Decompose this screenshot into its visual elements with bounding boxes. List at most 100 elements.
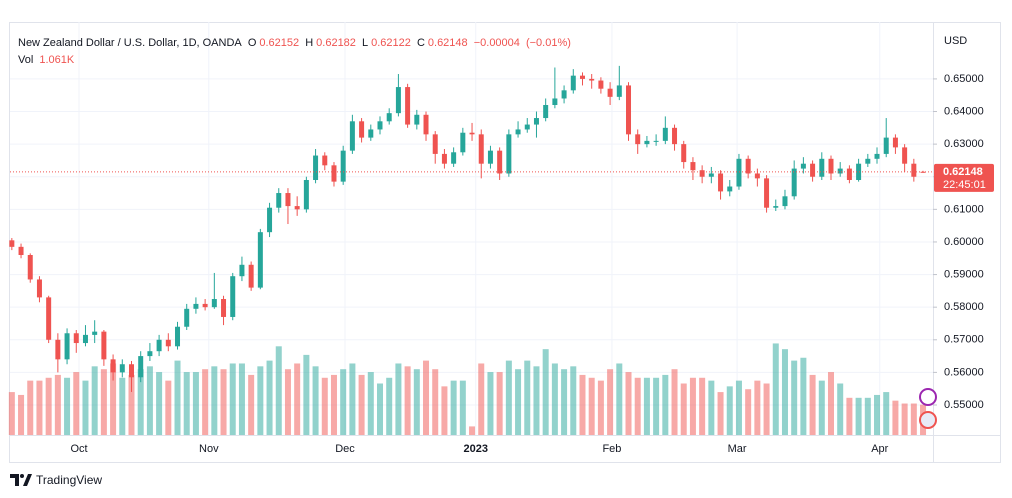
volume-bar bbox=[496, 372, 503, 435]
volume-bar bbox=[192, 372, 199, 435]
volume-bar bbox=[579, 374, 586, 435]
volume-bar bbox=[257, 366, 264, 435]
volume-bar bbox=[910, 403, 917, 435]
candle-body bbox=[552, 98, 558, 105]
price-tag bbox=[934, 163, 994, 192]
label: C bbox=[416, 37, 425, 49]
candle-body bbox=[524, 124, 530, 130]
volume-bar bbox=[220, 369, 227, 435]
candle-body bbox=[119, 364, 125, 373]
candle-body bbox=[681, 144, 687, 163]
volume-bar bbox=[156, 372, 163, 435]
candle-body bbox=[902, 147, 908, 164]
candle-body bbox=[414, 114, 420, 125]
legend-row: Vol 1.061K bbox=[18, 52, 574, 69]
volume-bar bbox=[809, 374, 816, 435]
volume-bar bbox=[64, 377, 71, 435]
label: H bbox=[305, 37, 314, 49]
candle-body bbox=[635, 134, 641, 145]
candle-body bbox=[184, 308, 190, 327]
x-tick-label: 2023 bbox=[463, 443, 487, 455]
candle-body bbox=[221, 299, 227, 317]
value: 0.62148 bbox=[427, 37, 468, 49]
candle-body bbox=[165, 339, 171, 347]
candle-body bbox=[736, 158, 742, 187]
candle-body bbox=[276, 193, 282, 208]
volume-bar bbox=[515, 369, 522, 435]
volume-bar bbox=[18, 394, 25, 435]
candle-body bbox=[18, 246, 24, 255]
volume-bar bbox=[901, 403, 908, 435]
candle-body bbox=[690, 162, 696, 171]
volume-bar bbox=[781, 349, 788, 435]
volume-bar bbox=[73, 372, 80, 435]
volume-bar bbox=[763, 383, 770, 435]
candle-body bbox=[579, 75, 585, 79]
volume-bar bbox=[128, 374, 135, 435]
candle-body bbox=[267, 207, 273, 233]
candle-body bbox=[377, 121, 383, 130]
candle-body bbox=[368, 129, 374, 138]
candle-body bbox=[598, 80, 604, 89]
volume-bar bbox=[855, 397, 862, 435]
volume-bar bbox=[634, 377, 641, 435]
volume-bar bbox=[413, 369, 420, 435]
candle-body bbox=[662, 127, 668, 141]
volume-bar bbox=[570, 366, 577, 435]
volume-bar bbox=[165, 380, 172, 435]
candle-body bbox=[874, 153, 880, 159]
label: O bbox=[247, 37, 257, 49]
candle-body bbox=[533, 118, 539, 125]
candle-body bbox=[27, 255, 33, 280]
candle-body bbox=[570, 75, 576, 91]
legend-row: New Zealand Dollar / U.S. Dollar, 1D, OA… bbox=[18, 35, 574, 52]
candle-body bbox=[718, 173, 724, 192]
currency: USD bbox=[944, 35, 967, 47]
candle-body bbox=[800, 163, 806, 169]
volume-bar bbox=[54, 374, 61, 435]
volume-bar bbox=[892, 400, 899, 435]
candle-body bbox=[386, 113, 392, 122]
candle-body bbox=[460, 132, 466, 153]
value: (−0.01%) bbox=[525, 37, 571, 49]
volume-bar bbox=[883, 392, 890, 435]
price-tag-label: 0.62148 bbox=[943, 166, 983, 178]
volume-bar bbox=[726, 386, 733, 435]
volume-bar bbox=[349, 363, 356, 435]
candle-body bbox=[285, 193, 291, 207]
candle-body bbox=[543, 105, 549, 119]
candle-body bbox=[248, 264, 254, 288]
candle-body bbox=[892, 137, 898, 148]
candle-body bbox=[423, 114, 429, 135]
volume-bar bbox=[551, 363, 558, 435]
candle-body bbox=[239, 264, 245, 277]
volume-bar bbox=[708, 380, 715, 435]
volume-bar bbox=[671, 369, 678, 435]
candle-body bbox=[644, 140, 650, 145]
volume-bar bbox=[846, 397, 853, 435]
candle-body bbox=[36, 279, 42, 298]
volume-bar bbox=[680, 383, 687, 435]
candle-body bbox=[110, 359, 116, 373]
volume-bar bbox=[36, 380, 43, 435]
icon[interactable] bbox=[919, 411, 937, 429]
volume-bar bbox=[745, 389, 752, 435]
y-tick-label: 0.60000 bbox=[944, 236, 984, 248]
volume-bar bbox=[735, 380, 742, 435]
x-tick-label: Apr bbox=[871, 443, 888, 455]
icon[interactable] bbox=[919, 388, 937, 406]
candle-body bbox=[303, 180, 309, 210]
candle-body bbox=[497, 150, 503, 174]
candle-body bbox=[837, 168, 843, 174]
volume-bar bbox=[837, 383, 844, 435]
candle-body bbox=[708, 173, 714, 177]
candle-body bbox=[487, 150, 493, 164]
candle-body bbox=[432, 134, 438, 154]
candle-body bbox=[589, 78, 595, 81]
candle-body bbox=[46, 297, 52, 340]
volume-bar bbox=[340, 369, 347, 435]
volume-bar bbox=[377, 383, 383, 435]
y-tick-label: 0.64000 bbox=[944, 105, 984, 117]
